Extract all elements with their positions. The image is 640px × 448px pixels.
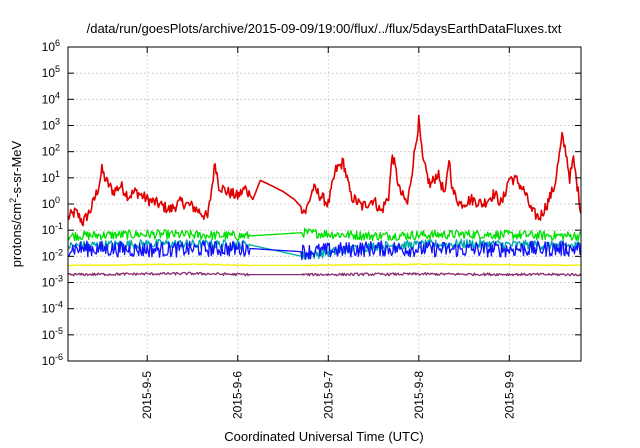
series-line-3 <box>67 240 582 261</box>
series-line-1 <box>67 227 582 242</box>
plot-area <box>67 114 582 277</box>
y-axis-label: protons/cm2-s-sr-MeV <box>8 140 24 267</box>
y-tick-label: 106 <box>42 38 60 54</box>
x-tick-label: 2015-9-8 <box>412 371 426 419</box>
x-tick-label: 2015-9-7 <box>321 371 335 419</box>
y-tick-label: 10-4 <box>42 300 63 316</box>
y-tick-label: 10-6 <box>42 352 63 368</box>
x-tick-label: 2015-9-6 <box>231 371 245 419</box>
y-tick-label: 103 <box>42 117 60 133</box>
series-line-4 <box>67 263 582 267</box>
y-tick-label: 10-5 <box>42 326 63 342</box>
y-tick-label: 102 <box>42 143 60 159</box>
x-tick-label: 2015-9-9 <box>502 371 516 419</box>
series-line-0 <box>67 114 582 227</box>
y-tick-label: 105 <box>42 64 60 80</box>
x-tick-label: 2015-9-5 <box>140 371 154 419</box>
y-tick-label: 101 <box>42 169 60 185</box>
y-axis-label-exponent: 2 <box>8 198 18 203</box>
y-tick-label: 10-1 <box>42 221 63 237</box>
y-tick-label: 100 <box>42 195 60 211</box>
axis-ticks: 10-6 10-5 10-4 10-3 10-2 10-1 100 101 102 103 104 1… <box>42 38 581 419</box>
series-line-5 <box>67 271 582 277</box>
y-axis-label-unit: protons/cm <box>9 203 24 267</box>
grid-lines <box>68 47 581 361</box>
y-tick-label: 104 <box>42 90 60 106</box>
y-tick-label: 10-3 <box>42 274 63 290</box>
y-tick-label: 10-2 <box>42 247 63 263</box>
chart-title: /data/run/goesPlots/archive/2015-09-09/1… <box>87 21 562 36</box>
y-axis-label-rest: -s-sr-MeV <box>9 140 24 197</box>
x-axis-label: Coordinated Universal Time (UTC) <box>224 429 423 444</box>
